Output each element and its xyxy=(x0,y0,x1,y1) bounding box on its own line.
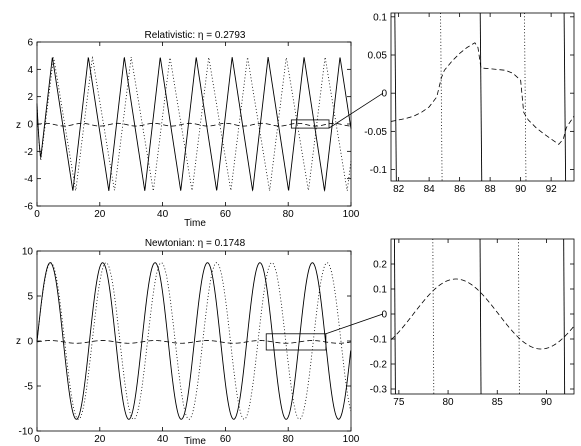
series-dashed-line xyxy=(36,340,351,344)
y-tick-label: 0.05 xyxy=(368,51,388,62)
y-tick-label: -4 xyxy=(24,174,33,185)
y-tick-label: 4 xyxy=(27,65,33,76)
panel-newtonian: Newtonian: η = 0.1748 -10 -5 0 5 10 0 20 40 60 8… xyxy=(16,238,360,446)
series-dotted-crossing xyxy=(524,12,527,182)
y-ticks-2: -0.1 -0.05 0 0.05 0.1 xyxy=(364,12,574,176)
axes-frame-4 xyxy=(390,238,575,395)
y-tick-label: 2 xyxy=(27,92,33,103)
x-ticks-1: 0 20 40 60 80 100 xyxy=(34,42,360,220)
y-tick-label: -2 xyxy=(24,147,33,158)
panel-zoom-newtonian: -0.3 -0.2 -0.1 0 0.1 0.2 75 80 85 90 xyxy=(370,238,575,408)
series-solid-crossing xyxy=(479,238,482,395)
x-tick-label: 75 xyxy=(393,397,405,408)
series-dotted-crossing xyxy=(440,12,443,182)
y-tick-label: -0.2 xyxy=(370,360,388,371)
x-tick-label: 40 xyxy=(157,209,169,220)
y-tick-label: 0 xyxy=(381,89,387,100)
x-tick-label: 100 xyxy=(343,209,360,220)
series-group-1 xyxy=(36,56,352,193)
x-tick-label: 88 xyxy=(485,184,497,195)
x-tick-label: 20 xyxy=(94,209,106,220)
axes-frame-1 xyxy=(36,41,352,207)
series-dotted-line xyxy=(36,262,352,420)
x-tick-label: 82 xyxy=(393,184,405,195)
x-tick-label: 85 xyxy=(492,397,504,408)
series-solid-crossing xyxy=(394,12,397,182)
xlabel-3: Time xyxy=(184,436,206,446)
x-tick-label: 100 xyxy=(343,434,360,445)
series-solid-crossing xyxy=(563,12,567,182)
x-tick-label: 90 xyxy=(515,184,527,195)
axes-frame-2 xyxy=(390,12,575,182)
series-dashed-line xyxy=(390,278,575,350)
y-ticks-1: -6 -4 -2 0 2 4 6 xyxy=(24,38,351,213)
y-tick-label: -0.05 xyxy=(364,127,387,138)
y-ticks-4: -0.3 -0.2 -0.1 0 0.1 0.2 xyxy=(370,260,574,396)
zoom-box-1 xyxy=(290,119,330,129)
y-tick-label: 0 xyxy=(27,120,33,131)
zoom-connector-1 xyxy=(328,92,384,129)
y-tick-label: 5 xyxy=(27,292,33,303)
series-dashed-line xyxy=(390,42,575,145)
ylabel-1: z xyxy=(16,120,21,131)
series-group-4 xyxy=(390,238,575,395)
x-tick-label: 20 xyxy=(94,434,106,445)
series-solid-crossing xyxy=(393,238,396,395)
x-tick-label: 84 xyxy=(424,184,436,195)
x-ticks-2: 82 84 86 88 90 92 xyxy=(393,13,557,195)
y-tick-label: -0.3 xyxy=(370,385,388,396)
y-tick-label: -0.1 xyxy=(370,165,388,176)
zoom-box-3 xyxy=(265,333,327,351)
x-tick-label: 0 xyxy=(34,209,40,220)
y-tick-label: -0.1 xyxy=(370,335,388,346)
y-tick-label: -6 xyxy=(24,202,33,213)
x-tick-label: 92 xyxy=(546,184,558,195)
x-tick-label: 0 xyxy=(34,434,40,445)
y-ticks-3: -10 -5 0 5 10 xyxy=(19,247,351,438)
y-tick-label: 0.1 xyxy=(373,285,387,296)
x-tick-label: 40 xyxy=(157,434,169,445)
x-tick-label: 80 xyxy=(283,434,295,445)
series-group-2 xyxy=(390,12,575,182)
series-group-3 xyxy=(36,262,352,420)
x-tick-label: 80 xyxy=(283,209,295,220)
title-newtonian: Newtonian: η = 0.1748 xyxy=(145,238,246,249)
x-tick-label: 86 xyxy=(454,184,466,195)
x-tick-label: 60 xyxy=(220,209,232,220)
zoom-connector-2 xyxy=(325,313,384,335)
title-relativistic: Relativistic: η = 0.2793 xyxy=(145,30,246,41)
xlabel-1: Time xyxy=(184,218,206,229)
x-tick-label: 90 xyxy=(541,397,553,408)
x-ticks-3: 0 20 40 60 80 100 xyxy=(34,251,360,445)
y-tick-label: -10 xyxy=(19,427,34,438)
series-dotted-crossing xyxy=(518,238,520,395)
panel-zoom-relativistic: -0.1 -0.05 0 0.05 0.1 82 84 86 88 90 92 xyxy=(364,12,575,195)
series-solid-line xyxy=(36,56,352,192)
y-tick-label: 0 xyxy=(381,310,387,321)
x-tick-label: 80 xyxy=(443,397,455,408)
series-solid-crossing xyxy=(563,238,566,395)
y-tick-label: 6 xyxy=(27,38,33,49)
y-tick-label: -5 xyxy=(24,382,33,393)
y-tick-label: 0 xyxy=(27,337,33,348)
y-tick-label: 10 xyxy=(22,247,34,258)
series-dashed-line xyxy=(36,122,351,127)
ylabel-3: z xyxy=(16,336,21,347)
y-tick-label: 0.1 xyxy=(373,12,387,23)
y-tick-label: 0.2 xyxy=(373,260,387,271)
series-solid-crossing xyxy=(479,12,483,182)
series-solid-line xyxy=(36,262,352,420)
series-dotted-crossing xyxy=(432,238,435,395)
x-ticks-4: 75 80 85 90 xyxy=(393,239,552,408)
panel-relativistic: Relativistic: η = 0.2793 -6 -4 -2 0 2 4 6 0 20 4… xyxy=(16,30,360,229)
x-tick-label: 60 xyxy=(220,434,232,445)
